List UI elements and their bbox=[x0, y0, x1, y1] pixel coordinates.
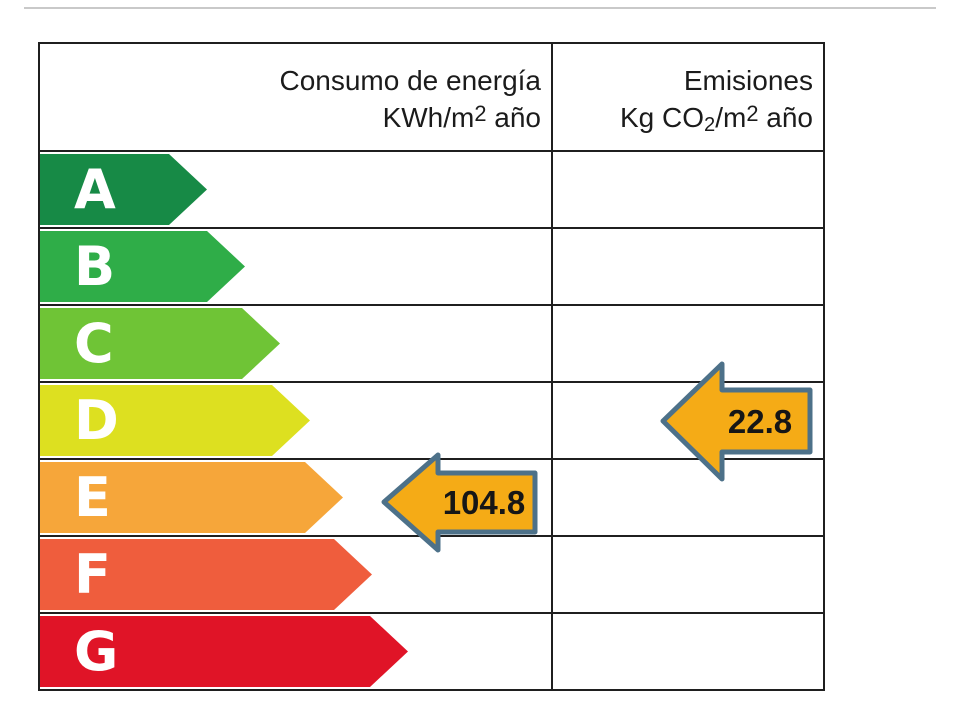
consumption-value-arrow: 104.8 bbox=[381, 452, 538, 553]
band-d-arrow: D bbox=[40, 385, 310, 456]
band-a-arrow: A bbox=[40, 154, 207, 225]
band-letter: D bbox=[74, 388, 119, 452]
band-letter: A bbox=[74, 157, 116, 221]
band-row-c-consumption-cell: C bbox=[40, 304, 553, 381]
consumption-header-line2: KWh/m2 año bbox=[382, 101, 541, 133]
band-letter: B bbox=[74, 234, 116, 298]
band-e-arrow: E bbox=[40, 462, 343, 533]
column-header-emissions: Emisiones Kg CO2/m2 año bbox=[553, 44, 823, 150]
top-divider-line bbox=[24, 7, 936, 9]
consumption-header-line1: Consumo de energía bbox=[279, 65, 541, 97]
left-arrow-shape bbox=[660, 361, 813, 482]
rating-table: Consumo de energía KWh/m2 año Emisiones … bbox=[38, 42, 825, 691]
band-b-arrow: B bbox=[40, 231, 245, 302]
band-c-arrow: C bbox=[40, 308, 280, 379]
band-row-e-emissions-cell bbox=[553, 458, 823, 535]
band-row-e-consumption-cell: E bbox=[40, 458, 553, 535]
band-g-arrow: G bbox=[40, 616, 408, 687]
emissions-header-line2: Kg CO2/m2 año bbox=[620, 101, 813, 136]
band-row-d-consumption-cell: D bbox=[40, 381, 553, 458]
left-arrow-shape bbox=[381, 452, 538, 553]
band-letter: C bbox=[74, 311, 114, 375]
band-row-b-consumption-cell: B bbox=[40, 227, 553, 304]
emissions-value-arrow: 22.8 bbox=[660, 361, 813, 482]
band-row-a-consumption-cell: A bbox=[40, 150, 553, 227]
band-letter: G bbox=[74, 619, 119, 683]
band-row-d-emissions-cell bbox=[553, 381, 823, 458]
band-row-f-consumption-cell: F bbox=[40, 535, 553, 612]
band-letter: F bbox=[74, 542, 111, 606]
band-row-g-consumption-cell: G bbox=[40, 612, 553, 689]
band-row-a-emissions-cell bbox=[553, 150, 823, 227]
consumption-value-label: 104.8 bbox=[443, 484, 526, 521]
column-header-consumption: Consumo de energía KWh/m2 año bbox=[40, 44, 553, 150]
band-row-f-emissions-cell bbox=[553, 535, 823, 612]
emissions-header-line1: Emisiones bbox=[683, 65, 813, 97]
band-row-c-emissions-cell bbox=[553, 304, 823, 381]
band-letter: E bbox=[74, 465, 111, 529]
band-row-g-emissions-cell bbox=[553, 612, 823, 689]
emissions-value-label: 22.8 bbox=[728, 403, 792, 440]
band-row-b-emissions-cell bbox=[553, 227, 823, 304]
band-f-arrow: F bbox=[40, 539, 372, 610]
